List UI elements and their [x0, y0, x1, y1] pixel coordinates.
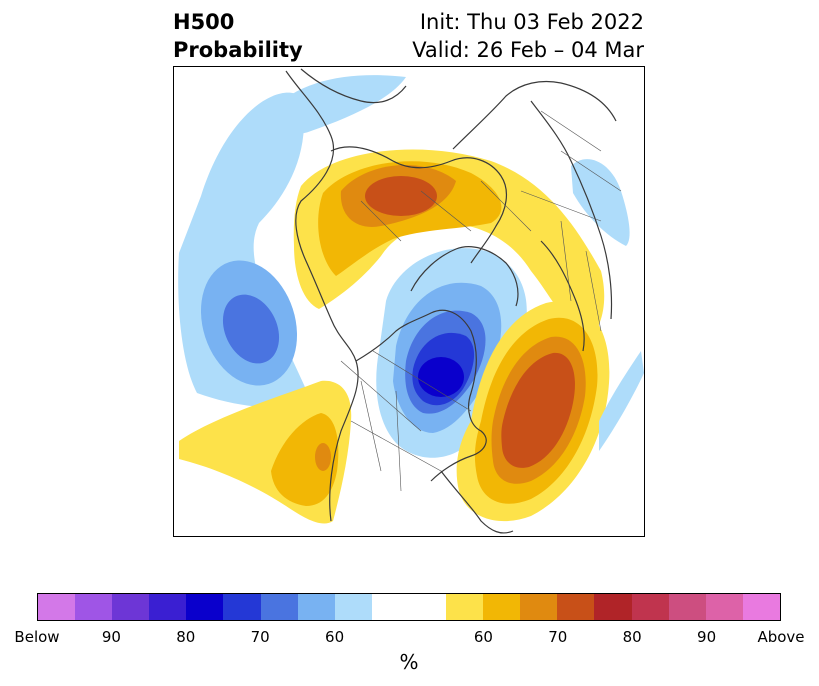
init-date: Init: Thu 03 Feb 2022 — [419, 10, 644, 34]
pacific-below-anomaly — [178, 92, 309, 408]
colorbar-tick-label: 90 — [101, 628, 121, 646]
title-line-1: H500 — [173, 10, 235, 34]
westus-above-anomaly — [179, 380, 352, 524]
coastlines — [285, 68, 617, 534]
colorbar-segment — [112, 594, 150, 620]
colorbar-segment — [38, 594, 76, 620]
date-info: Init: Thu 03 Feb 2022 Valid: 26 Feb – 04… — [412, 8, 644, 64]
colorbar-segment — [520, 594, 558, 620]
colorbar-tick-label: 60 — [473, 628, 493, 646]
colorbar-tick-label: Below — [14, 628, 60, 646]
atlantic-above-anomaly — [456, 301, 610, 522]
colorbar-segment — [186, 594, 224, 620]
colorbar-segment — [742, 594, 780, 620]
colorbar-segment — [483, 594, 521, 620]
colorbar-segment — [334, 594, 372, 620]
colorbar-segment — [705, 594, 743, 620]
colorbar-segment — [223, 594, 261, 620]
europe-above-anomaly — [293, 149, 605, 339]
colorbar-segment — [631, 594, 669, 620]
probability-map — [173, 66, 645, 537]
colorbar-segment — [594, 594, 632, 620]
country-borders — [340, 110, 622, 492]
map-canvas — [178, 68, 644, 534]
atlantic-light-blue — [599, 351, 644, 451]
colorbar-segment — [446, 594, 484, 620]
colorbar-tick-label: Above — [757, 628, 805, 646]
colorbar-tick-label: 80 — [176, 628, 196, 646]
colorbar-tick-label: 90 — [697, 628, 717, 646]
colorbar-tick-label: 60 — [325, 628, 345, 646]
colorbar-segment — [408, 594, 447, 620]
colorbar-segment — [297, 594, 335, 620]
colorbar-segment — [149, 594, 187, 620]
colorbar-segment — [557, 594, 595, 620]
colorbar-tick-label: 70 — [250, 628, 270, 646]
title-line-2: Probability — [173, 38, 303, 62]
colorbar-segment — [260, 594, 298, 620]
probability-colorbar — [37, 593, 781, 621]
alaska-light-blue — [271, 75, 406, 135]
colorbar-segment — [371, 594, 409, 620]
chart-title: H500 Probability — [173, 8, 303, 64]
colorbar-tick-label: 70 — [548, 628, 568, 646]
colorbar-segment — [668, 594, 706, 620]
valid-date: Valid: 26 Feb – 04 Mar — [412, 38, 644, 62]
colorbar-segment — [75, 594, 113, 620]
asia-light-blue — [571, 159, 630, 246]
colorbar-tick-label: 80 — [622, 628, 642, 646]
colorbar-unit-label: % — [399, 650, 419, 674]
